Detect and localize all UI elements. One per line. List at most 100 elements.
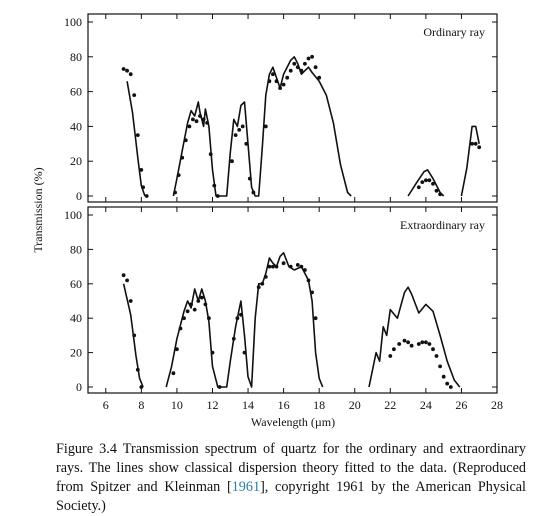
x-tick-label: 14 (242, 398, 254, 412)
data-point (180, 155, 185, 160)
data-point (139, 168, 144, 172)
data-point (281, 82, 286, 87)
data-point (215, 194, 220, 198)
data-point (256, 285, 261, 290)
data-point (477, 145, 482, 150)
data-point (141, 185, 146, 190)
x-tick-label: 18 (313, 398, 325, 412)
data-point (441, 374, 446, 379)
data-point (128, 299, 133, 303)
data-point (427, 342, 432, 346)
data-point (135, 133, 140, 138)
data-point (388, 354, 393, 358)
data-point (208, 152, 213, 157)
data-point (237, 127, 242, 132)
data-point (183, 138, 188, 143)
caption-lead: Figure 3.4 Transmission spectrum of quar… (56, 441, 526, 495)
data-point (431, 181, 435, 186)
data-point (239, 312, 243, 317)
data-point (281, 261, 286, 266)
caption-tail: ], copyright 1961 by the American Physic… (56, 479, 526, 514)
data-point (189, 302, 194, 307)
data-point (445, 381, 450, 386)
y-tick-label: 60 (70, 85, 82, 99)
x-tick-label: 26 (455, 398, 467, 412)
data-point (303, 268, 307, 272)
x-tick-label: 10 (171, 398, 183, 412)
data-point (217, 385, 222, 389)
extraordinary-ray-panel: 0 20 40 60 80 100 6 8 10 12 14 16 18 20 22 24 26 28 Extrao… (64, 206, 503, 412)
data-point (438, 192, 442, 197)
y-tick-label: 80 (70, 50, 82, 64)
data-point (178, 326, 183, 331)
data-point (470, 141, 474, 146)
data-point (299, 68, 304, 73)
data-point (205, 121, 210, 125)
y-tick-label: 100 (64, 15, 82, 29)
data-point (187, 124, 192, 129)
data-point (420, 180, 425, 185)
data-point (121, 67, 126, 71)
fit-line (126, 56, 480, 197)
x-axis-label: Wavelength (µm) (251, 415, 335, 429)
data-point (306, 56, 311, 61)
data-point (427, 178, 432, 183)
data-point (176, 173, 181, 178)
data-point (203, 302, 208, 307)
data-point (278, 86, 282, 90)
data-point (251, 190, 256, 195)
data-point (135, 367, 140, 372)
x-tick-label: 24 (420, 398, 432, 412)
data-point (175, 347, 179, 352)
data-point (139, 385, 144, 389)
caption-citation-link[interactable]: 1961 (231, 479, 261, 495)
fit-line (122, 252, 461, 388)
data-point (267, 79, 272, 84)
data-point (438, 364, 442, 369)
data-point (271, 72, 275, 77)
data-point (397, 342, 402, 346)
data-point (192, 307, 197, 312)
x-tick-label: 8 (138, 398, 144, 412)
data-point (310, 54, 314, 59)
y-tick-label: 0 (76, 380, 82, 394)
y-tick-label: 20 (70, 346, 82, 360)
data-point (313, 65, 318, 70)
data-point (424, 340, 428, 345)
data-point (406, 340, 410, 345)
data-point (194, 119, 199, 124)
x-tick-label: 12 (206, 398, 218, 412)
plot-frame (87, 206, 498, 394)
y-tick-label: 40 (70, 119, 82, 133)
data-point (173, 190, 178, 195)
data-point (171, 371, 176, 376)
data-point (267, 264, 272, 269)
data-point (235, 316, 240, 321)
data-point (210, 350, 215, 355)
data-point (306, 278, 311, 283)
data-point (240, 124, 245, 129)
data-point (207, 316, 211, 321)
data-point (409, 343, 414, 348)
data-point (402, 338, 407, 343)
data-point (310, 290, 314, 295)
data-point (271, 264, 275, 269)
data-point (199, 295, 204, 300)
data-point (299, 264, 304, 269)
data-point (132, 93, 137, 97)
x-tick-label: 16 (278, 398, 290, 412)
data-point (434, 188, 439, 193)
data-point (196, 299, 201, 303)
data-point (274, 264, 279, 269)
x-tick-label: 20 (349, 398, 361, 412)
y-axis-label: Transmission (%) (31, 167, 45, 252)
x-tick-label: 6 (103, 398, 109, 412)
data-point (288, 68, 293, 73)
data-point (416, 185, 421, 190)
data-point (303, 61, 307, 66)
data-point (295, 65, 300, 70)
data-point (424, 178, 428, 183)
data-point (191, 117, 195, 122)
data-point (198, 114, 202, 118)
y-tick-label: 40 (70, 311, 82, 325)
